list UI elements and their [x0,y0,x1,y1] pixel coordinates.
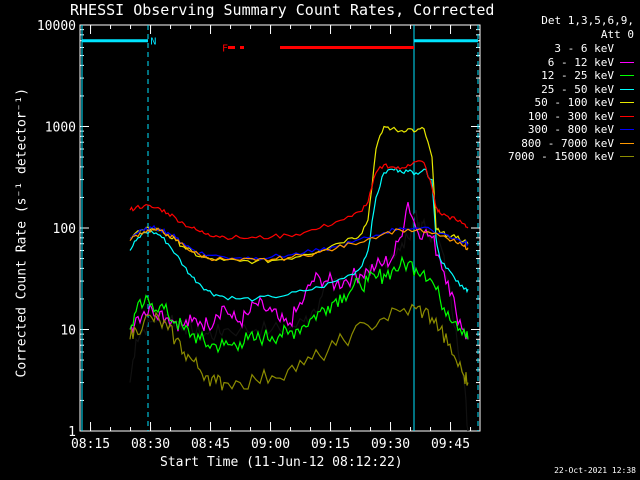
series-line [129,303,469,391]
series-line [129,224,469,261]
legend-entry: 300 - 800 keV [528,123,634,136]
y-tick-label: 1 [68,425,76,440]
x-tick-label: 09:30 [371,437,410,452]
series-line [129,167,469,302]
series-line [129,160,469,241]
legend-swatch [620,102,634,103]
flag-label: F [222,44,228,55]
x-tick-label: 08:30 [131,437,170,452]
x-tick-label: 09:15 [311,437,350,452]
legend-swatch [620,61,634,63]
legend-label: 50 - 100 keV [534,96,614,109]
legend-label: 300 - 800 keV [527,123,614,136]
y-tick-label: 1000 [45,121,76,136]
legend-label: 6 - 12 keV [547,55,614,69]
x-tick-label: 09:45 [431,437,470,452]
legend-entry: 50 - 100 keV [535,96,634,109]
legend-label: 3 - 6 keV [554,42,614,55]
timestamp: 22-Oct-2021 12:38 [554,466,636,475]
legend-swatch [620,115,634,117]
legend-entry: 3 - 6 keV [554,42,634,55]
x-tick-label: 09:00 [251,437,290,452]
legend-header-line-2: Att 0 [600,28,634,41]
legend-label: 100 - 300 keV [527,109,614,123]
x-tick-label: 08:45 [191,437,230,452]
legend-label: 12 - 25 keV [541,69,614,82]
legend-swatch [620,75,634,76]
chart-title: RHESSI Observing Summary Count Rates, Co… [70,1,495,19]
legend-swatch [620,88,634,90]
legend-entry: 25 - 50 keV [541,83,634,96]
legend-label: 7000 - 15000 keV [508,150,614,163]
legend-label: 800 - 7000 keV [521,136,614,150]
legend-swatch [620,142,634,144]
y-tick-label: 10 [60,324,76,339]
series-line [129,227,469,262]
flag-label: N [150,37,156,48]
x-axis-label: Start Time (11-Jun-12 08:12:22) [160,455,403,470]
series-line [129,255,469,354]
legend-label: 25 - 50 keV [541,82,614,96]
legend-header-line-1: Det 1,3,5,6,9, [541,14,634,27]
legend-entry: 12 - 25 keV [541,69,634,82]
y-axis-label: Corrected Count Rate (s⁻¹ detector⁻¹) [14,87,30,378]
y-tick-label: 10000 [37,19,76,34]
x-tick-label: 08:15 [71,437,110,452]
y-tick-label: 100 [53,222,76,237]
legend-entry: 6 - 12 keV [548,56,634,69]
legend-swatch [620,156,634,157]
series-line [129,201,469,340]
legend-entry: 7000 - 15000 keV [508,150,634,163]
legend-entry: 100 - 300 keV [528,110,634,123]
legend-swatch [620,129,634,130]
legend-swatch [620,48,634,49]
legend-entry: 800 - 7000 keV [521,137,634,150]
